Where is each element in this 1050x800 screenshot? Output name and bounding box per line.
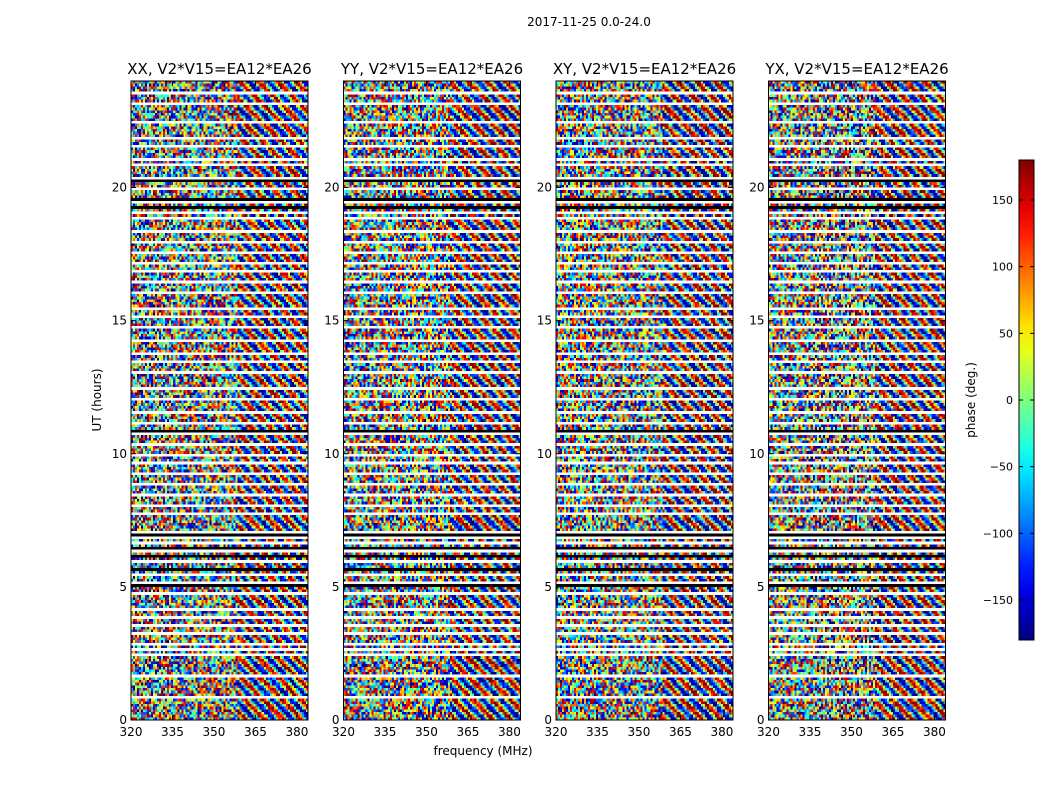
heatmap-image <box>343 81 521 720</box>
x-tick-label: 350 <box>203 725 226 739</box>
x-tick-label: 365 <box>244 725 267 739</box>
x-tick-label: 320 <box>757 725 780 739</box>
y-tick-label: 20 <box>749 181 764 195</box>
panels-layer: XX, V2*V15=EA12*EA26 320 335 350 365 380 0 5 10 1… <box>112 60 949 739</box>
y-tick-label: 20 <box>112 181 127 195</box>
figure-title: 2017-11-25 0.0-24.0 <box>527 15 651 29</box>
x-tick-label: 320 <box>545 725 568 739</box>
colorbar-tick-label: −100 <box>983 527 1013 540</box>
panel-title: XY, V2*V15=EA12*EA26 <box>553 60 736 78</box>
panel-title: YX, V2*V15=EA12*EA26 <box>764 60 948 78</box>
y-tick-label: 5 <box>332 580 340 594</box>
colorbar: 150 100 50 0 −50 −100 −150 <box>983 159 1035 641</box>
colorbar-tick-label: −150 <box>983 594 1013 607</box>
x-tick-label: 320 <box>332 725 355 739</box>
x-tick-label: 350 <box>415 725 438 739</box>
y-tick-label: 10 <box>112 447 127 461</box>
heatmap-image <box>131 81 308 720</box>
y-tick-label: 10 <box>537 447 552 461</box>
y-tick-label: 5 <box>544 580 552 594</box>
x-tick-label: 380 <box>923 725 946 739</box>
y-tick-label: 5 <box>119 580 127 594</box>
panel-frame <box>343 80 521 721</box>
panel-4: YX, V2*V15=EA12*EA26 320 335 350 365 380 0 5 10 1… <box>749 60 948 739</box>
y-tick-label: 0 <box>332 713 340 727</box>
x-tick-label: 350 <box>628 725 651 739</box>
y-tick-label: 5 <box>757 580 765 594</box>
y-tick-label: 10 <box>324 447 339 461</box>
x-tick-label: 335 <box>586 725 609 739</box>
y-tick-label: 0 <box>757 713 765 727</box>
x-tick-label: 365 <box>882 725 905 739</box>
colorbar-label: phase (deg.) <box>964 362 978 438</box>
x-tick-label: 365 <box>669 725 692 739</box>
x-tick-label: 350 <box>840 725 863 739</box>
x-tick-label: 380 <box>498 725 521 739</box>
y-tick-label: 15 <box>537 314 552 328</box>
heatmap-image <box>768 81 946 720</box>
x-tick-label: 335 <box>799 725 822 739</box>
panel-title: YY, V2*V15=EA12*EA26 <box>340 60 523 78</box>
y-tick-label: 0 <box>544 713 552 727</box>
x-tick-label: 335 <box>161 725 184 739</box>
y-tick-label: 15 <box>324 314 339 328</box>
x-tick-label: 380 <box>285 725 308 739</box>
y-tick-label: 20 <box>537 181 552 195</box>
x-tick-label: 335 <box>374 725 397 739</box>
y-tick-label: 20 <box>324 181 339 195</box>
x-tick-label: 320 <box>120 725 143 739</box>
y-axis-label: UT (hours) <box>90 368 104 431</box>
y-tick-label: 15 <box>112 314 127 328</box>
panel-frame <box>555 80 734 721</box>
y-tick-label: 10 <box>749 447 764 461</box>
heatmap-image <box>556 81 733 720</box>
y-tick-label: 0 <box>119 713 127 727</box>
x-tick-label: 365 <box>457 725 480 739</box>
panel-1: XX, V2*V15=EA12*EA26 320 335 350 365 380 0 5 10 1… <box>112 60 312 739</box>
y-tick-label: 15 <box>749 314 764 328</box>
x-axis-label: frequency (MHz) <box>433 744 532 758</box>
x-tick-label: 380 <box>710 725 733 739</box>
colorbar-tick-label: 0 <box>1006 394 1013 407</box>
panel-frame <box>768 80 946 721</box>
colorbar-tick-label: 150 <box>992 194 1013 207</box>
panel-2: YY, V2*V15=EA12*EA26 320 335 350 365 380 0 5 10 1… <box>324 60 523 739</box>
colorbar-tick-label: −50 <box>990 461 1013 474</box>
colorbar-tick-label: 50 <box>999 327 1013 340</box>
panel-frame <box>130 80 309 721</box>
panel-3: XY, V2*V15=EA12*EA26 320 335 350 365 380 0 5 10 1… <box>537 60 736 739</box>
colorbar-tick-label: 100 <box>992 261 1013 274</box>
panel-title: XX, V2*V15=EA12*EA26 <box>127 60 311 78</box>
